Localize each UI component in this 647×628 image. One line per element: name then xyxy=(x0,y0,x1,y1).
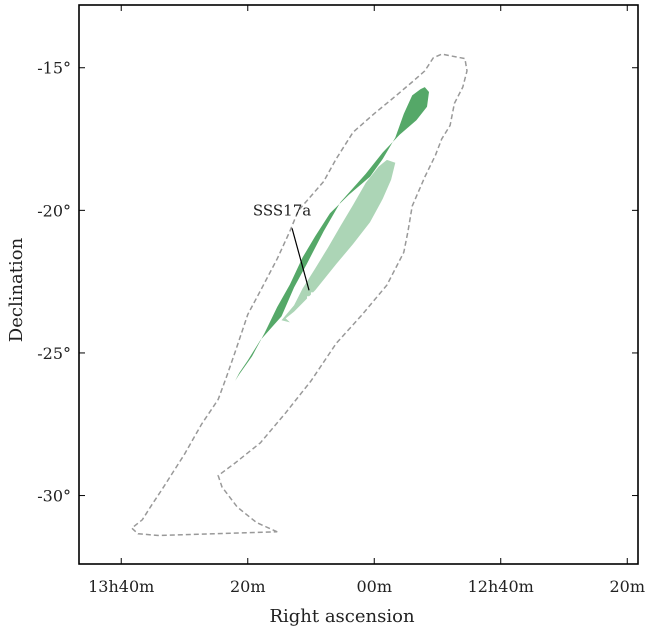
y-axis-ticks: -15° -20° -25° -30° xyxy=(37,59,638,506)
x-axis-ticks: 13h40m 20m 00m 12h40m 20m xyxy=(88,5,645,596)
x-tick-label: 12h40m xyxy=(468,577,534,596)
x-tick-label: 20m xyxy=(609,577,645,596)
annotation-line xyxy=(291,228,310,291)
y-tick-label: -25° xyxy=(37,344,71,363)
annotation-group: SSS17a xyxy=(253,201,318,303)
region-50-percent xyxy=(281,159,396,323)
probability-regions xyxy=(130,53,468,537)
region-90-percent xyxy=(235,87,429,381)
y-tick-label: -30° xyxy=(37,487,71,506)
x-tick-label: 00m xyxy=(356,577,392,596)
x-tick-label: 20m xyxy=(230,577,266,596)
y-tick-label: -20° xyxy=(37,201,71,220)
y-axis-label: Declination xyxy=(6,237,27,342)
transient-marker xyxy=(307,292,318,303)
x-axis-label: Right ascension xyxy=(269,606,415,627)
x-tick-label: 13h40m xyxy=(88,577,154,596)
region-outer-dashed xyxy=(130,53,468,537)
y-tick-label: -15° xyxy=(37,59,71,78)
annotation-label: SSS17a xyxy=(253,201,311,219)
plot-frame xyxy=(78,4,639,565)
